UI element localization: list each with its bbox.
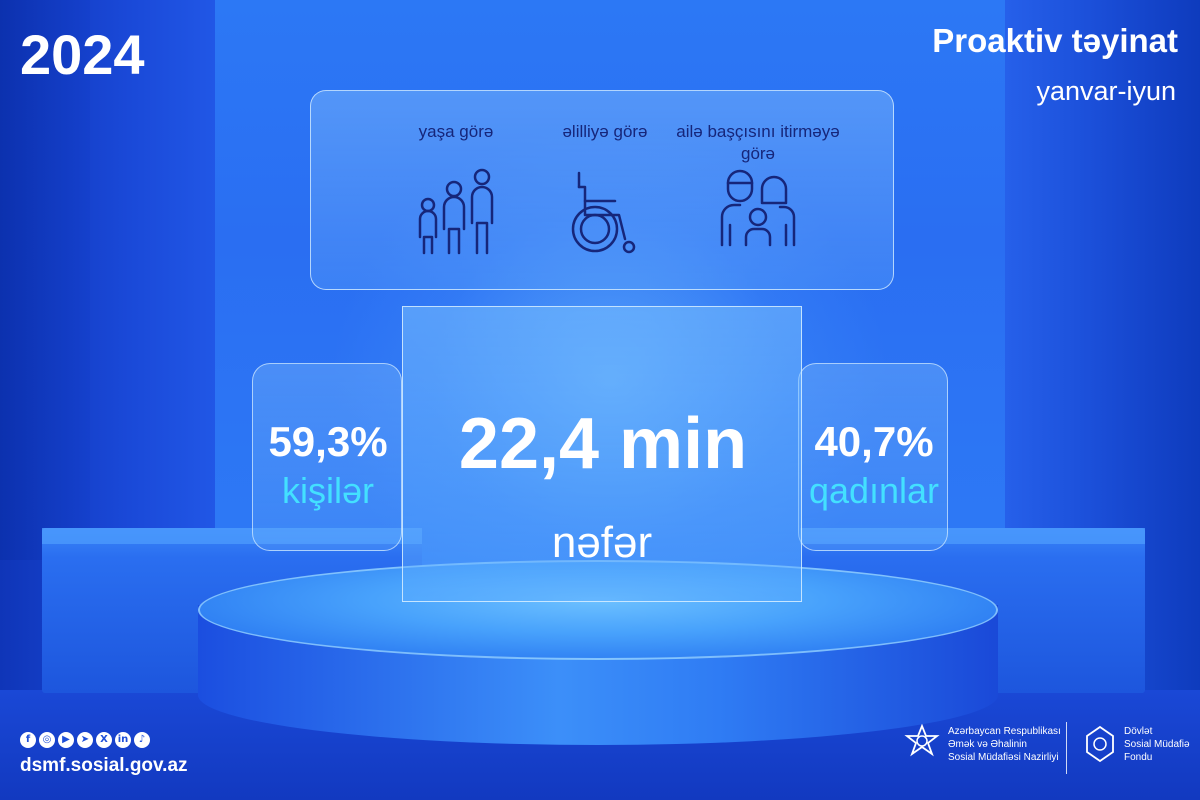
- ministry-emblem-icon: [904, 724, 940, 757]
- category-loss-of-breadwinner: ailə başçısını itirməyə görə: [673, 121, 843, 247]
- year-label: 2024: [20, 23, 145, 86]
- telegram-icon[interactable]: ➤: [77, 732, 93, 748]
- category-label: yaşa görə: [418, 122, 494, 141]
- fund-logo-block: Dövlət Sosial Müdafiə Fondu: [1084, 724, 1190, 764]
- fund-line-2: Sosial Müdafiə: [1124, 738, 1190, 750]
- website-link[interactable]: dsmf.sosial.gov.az: [20, 755, 188, 776]
- women-percent: 40,7%: [814, 418, 934, 465]
- footer-divider: [1066, 722, 1067, 774]
- family-age-icon: [418, 168, 494, 255]
- total-value: 22,4 min: [458, 404, 748, 484]
- category-age: yaşa görə: [371, 121, 541, 259]
- youtube-icon[interactable]: ▶: [58, 732, 74, 748]
- page-title: Proaktiv təyinat: [932, 22, 1178, 59]
- categories-panel: yaşa görə əlilliyə görə ailə başçı: [310, 90, 894, 290]
- instagram-icon[interactable]: ◎: [39, 732, 55, 748]
- men-stat-card: 59,3% kişilər: [252, 363, 402, 551]
- facebook-icon[interactable]: f: [20, 732, 36, 748]
- wheelchair-icon: [571, 171, 636, 254]
- period-subtitle: yanvar-iyun: [1036, 76, 1176, 106]
- background-column: [0, 0, 90, 560]
- ministry-logo-block: Azərbaycan Respublikası Əmək və Əhalinin…: [904, 724, 1061, 764]
- women-stat-card: 40,7% qadınlar: [798, 363, 948, 551]
- total-unit: nəfər: [551, 518, 653, 567]
- social-icons: f ◎ ▶ ➤ X in ♪: [20, 732, 150, 748]
- fund-emblem-icon: [1086, 725, 1114, 763]
- right-step-top: [800, 528, 1145, 544]
- women-label: qadınlar: [808, 470, 940, 511]
- ministry-line-2: Əmək və Əhalinin: [948, 738, 1027, 750]
- total-stat-card: 22,4 min: [402, 306, 802, 602]
- category-disability: əlilliyə görə: [520, 121, 690, 259]
- linkedin-icon[interactable]: in: [115, 732, 131, 748]
- men-label: kişilər: [281, 470, 374, 511]
- left-step-top: [42, 528, 422, 544]
- category-label: əlilliyə görə: [562, 122, 648, 141]
- fund-line-1: Dövlət: [1124, 725, 1153, 737]
- category-label: ailə başçısını itirməyə görə: [676, 122, 840, 163]
- tiktok-icon[interactable]: ♪: [134, 732, 150, 748]
- family-parents-child-icon: [720, 169, 796, 247]
- men-percent: 59,3%: [268, 418, 388, 465]
- fund-line-3: Fondu: [1124, 751, 1153, 763]
- ministry-line-3: Sosial Müdafiəsi Nazirliyi: [948, 751, 1059, 763]
- x-icon[interactable]: X: [96, 732, 112, 748]
- ministry-line-1: Azərbaycan Respublikası: [948, 725, 1061, 737]
